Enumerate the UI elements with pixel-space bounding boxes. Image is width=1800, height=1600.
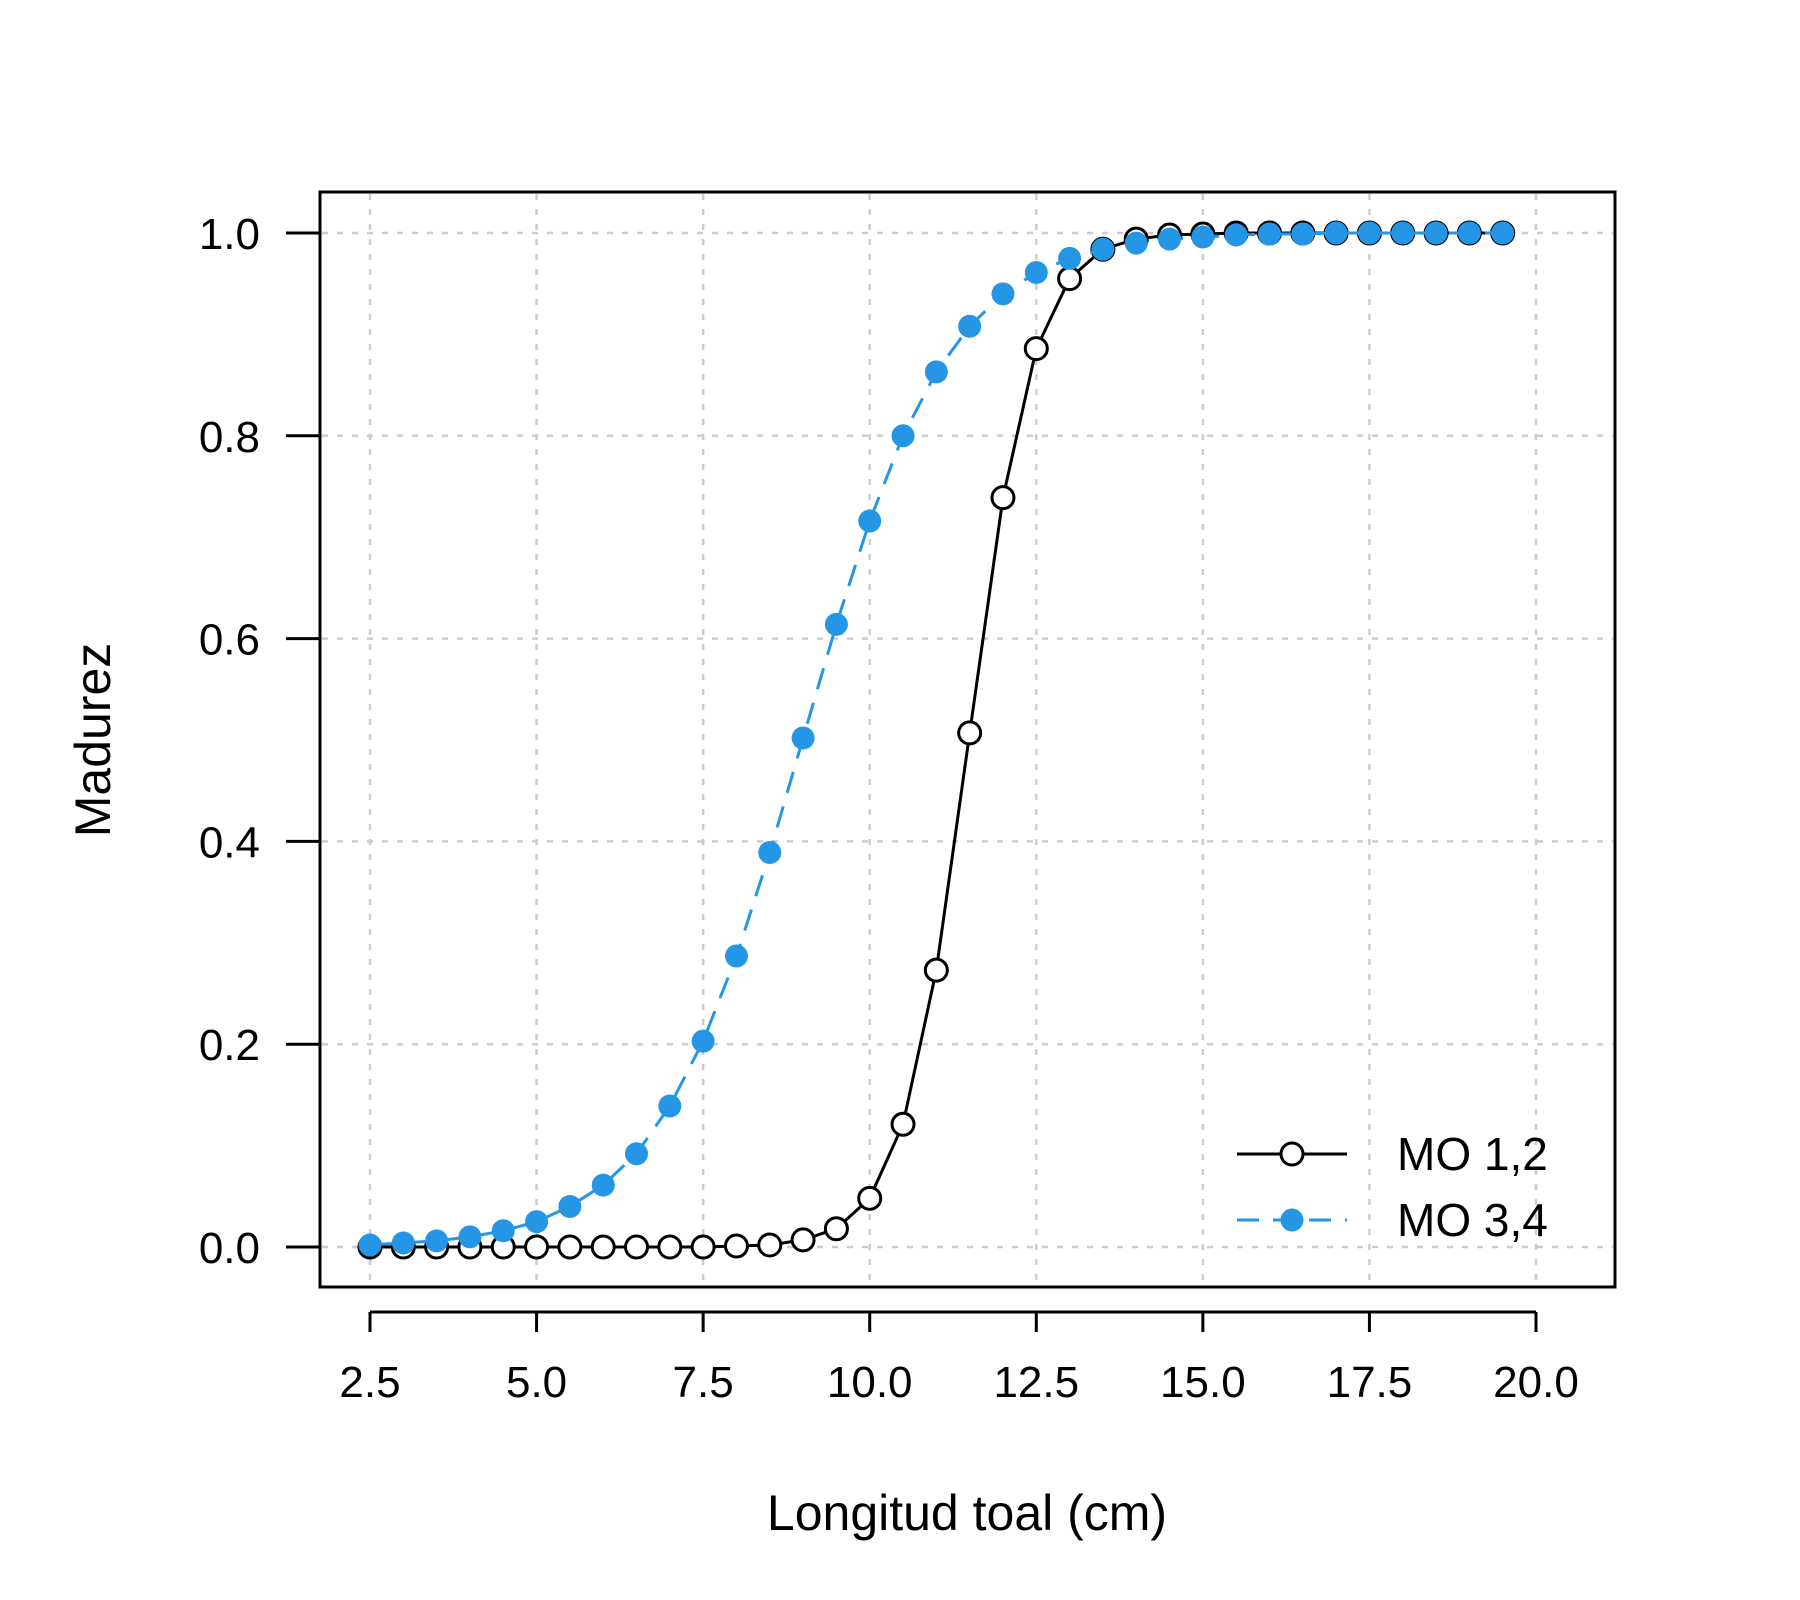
data-point bbox=[525, 1210, 549, 1234]
data-point bbox=[524, 1234, 550, 1260]
x-tick-label: 10.0 bbox=[827, 1358, 913, 1407]
data-point bbox=[857, 1185, 883, 1211]
data-point bbox=[824, 612, 848, 636]
series-2 bbox=[358, 221, 1515, 1257]
data-point bbox=[491, 1219, 515, 1243]
data-point bbox=[757, 1232, 783, 1258]
data-point bbox=[1257, 222, 1281, 246]
data-point bbox=[991, 282, 1015, 306]
series-line bbox=[369, 231, 1503, 1247]
data-point bbox=[724, 944, 748, 968]
data-point bbox=[625, 1142, 649, 1166]
data-point bbox=[1357, 221, 1381, 245]
legend-marker-swatch bbox=[1280, 1208, 1304, 1232]
y-tick-label: 0.6 bbox=[199, 616, 260, 665]
data-point bbox=[690, 1234, 716, 1260]
data-point bbox=[1091, 237, 1115, 261]
data-point bbox=[1291, 222, 1315, 246]
data-point bbox=[891, 424, 915, 448]
x-axis: 2.5 5.0 7.5 10.0 12.5 15.0 17.5 20.0 bbox=[339, 1310, 1579, 1407]
y-tick-label: 0.4 bbox=[199, 818, 260, 867]
x-tick-label: 15.0 bbox=[1160, 1358, 1246, 1407]
data-point bbox=[391, 1231, 415, 1255]
data-point bbox=[758, 841, 782, 865]
data-point bbox=[858, 509, 882, 533]
data-point bbox=[691, 1029, 715, 1053]
data-point bbox=[1058, 246, 1082, 270]
plot-frame bbox=[318, 190, 1617, 1289]
data-point bbox=[957, 720, 983, 746]
data-point bbox=[624, 1234, 650, 1260]
data-point bbox=[958, 314, 982, 338]
data-point bbox=[791, 726, 815, 750]
x-tick-label: 20.0 bbox=[1493, 1358, 1579, 1407]
y-axis: 0.0 0.2 0.4 0.6 0.8 1.0 bbox=[199, 210, 320, 1273]
data-point bbox=[990, 485, 1016, 511]
y-tick-label: 0.8 bbox=[199, 413, 260, 462]
x-tick-label: 12.5 bbox=[993, 1358, 1079, 1407]
data-point bbox=[823, 1216, 849, 1242]
data-point bbox=[590, 1234, 616, 1260]
x-tick-label: 7.5 bbox=[673, 1358, 734, 1407]
data-point bbox=[1057, 266, 1083, 292]
y-tick-label: 0.0 bbox=[199, 1224, 260, 1273]
data-point bbox=[1391, 221, 1415, 245]
data-point bbox=[558, 1194, 582, 1218]
legend: MO 1,2 MO 3,4 bbox=[1237, 1128, 1548, 1246]
data-point bbox=[890, 1111, 916, 1137]
x-tick-label: 5.0 bbox=[506, 1358, 567, 1407]
legend-label: MO 3,4 bbox=[1397, 1194, 1548, 1246]
data-point bbox=[458, 1225, 482, 1249]
y-tick-label: 1.0 bbox=[199, 210, 260, 259]
x-tick-label: 17.5 bbox=[1327, 1358, 1413, 1407]
data-point bbox=[1124, 231, 1148, 255]
data-point bbox=[1457, 221, 1481, 245]
data-point bbox=[924, 360, 948, 384]
data-point bbox=[657, 1234, 683, 1260]
data-point bbox=[790, 1227, 816, 1253]
data-point bbox=[1191, 225, 1215, 249]
data-point bbox=[1224, 223, 1248, 247]
data-point bbox=[658, 1094, 682, 1118]
data-point bbox=[557, 1234, 583, 1260]
y-axis-label: Madurez bbox=[65, 643, 121, 838]
legend-label: MO 1,2 bbox=[1397, 1128, 1548, 1180]
data-point bbox=[923, 957, 949, 983]
legend-item: MO 1,2 bbox=[1237, 1128, 1548, 1180]
data-point bbox=[1491, 221, 1515, 245]
data-point bbox=[1424, 221, 1448, 245]
x-axis-label: Longitud toal (cm) bbox=[767, 1485, 1167, 1541]
data-point bbox=[723, 1233, 749, 1259]
series-line bbox=[370, 231, 1503, 1249]
data-point bbox=[1023, 336, 1049, 362]
data-point bbox=[358, 1233, 382, 1257]
x-tick-label: 2.5 bbox=[339, 1358, 400, 1407]
series-layer bbox=[357, 220, 1516, 1260]
legend-marker-swatch bbox=[1279, 1141, 1305, 1167]
data-point bbox=[425, 1229, 449, 1253]
data-point bbox=[1324, 221, 1348, 245]
data-point bbox=[1158, 227, 1182, 251]
legend-item: MO 3,4 bbox=[1237, 1194, 1548, 1246]
y-tick-label: 0.2 bbox=[199, 1021, 260, 1070]
data-point bbox=[1024, 261, 1048, 285]
data-point bbox=[591, 1173, 615, 1197]
